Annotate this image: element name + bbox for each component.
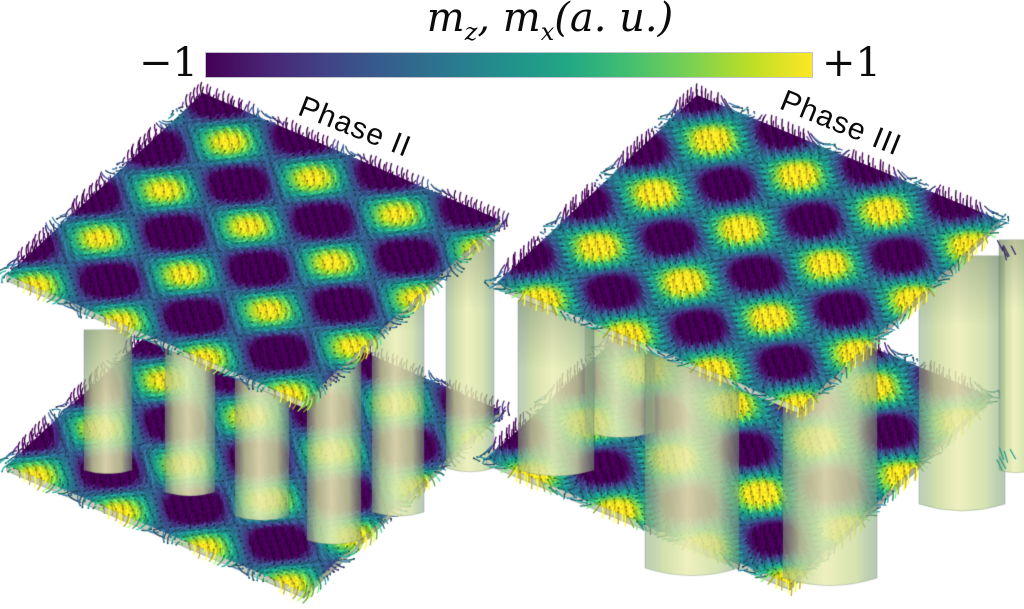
- title-m2: m: [502, 0, 541, 41]
- title-units: (a. u.): [554, 0, 674, 41]
- title-sub-x: x: [540, 18, 555, 46]
- title-sub-z: z: [464, 18, 478, 46]
- title-separator: ,: [477, 0, 503, 41]
- colorbar-gradient: [205, 52, 813, 78]
- title-m1: m: [426, 0, 465, 41]
- colorbar-title: mz, mx(a. u.): [290, 0, 810, 56]
- colorbar-min-label: −1: [139, 40, 198, 86]
- colorbar-max-label: +1: [822, 40, 881, 86]
